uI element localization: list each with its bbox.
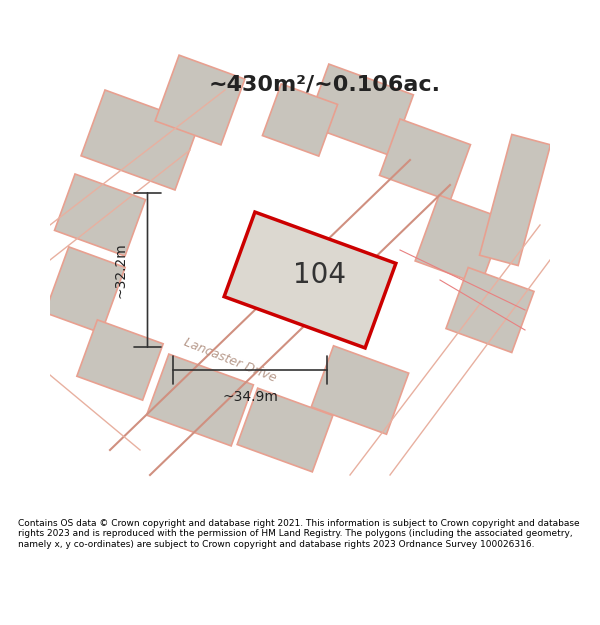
Polygon shape (77, 320, 163, 400)
Text: ~32.2m: ~32.2m (113, 242, 127, 298)
Polygon shape (45, 247, 125, 333)
Polygon shape (155, 55, 245, 145)
Polygon shape (446, 268, 534, 352)
Polygon shape (224, 212, 396, 348)
Polygon shape (307, 64, 413, 156)
Polygon shape (237, 388, 333, 472)
Polygon shape (262, 84, 338, 156)
Text: 104: 104 (293, 261, 347, 289)
Polygon shape (311, 346, 409, 434)
Polygon shape (479, 134, 550, 266)
Polygon shape (380, 119, 470, 201)
Polygon shape (55, 174, 145, 256)
Text: ~430m²/~0.106ac.: ~430m²/~0.106ac. (209, 75, 441, 95)
Polygon shape (81, 90, 199, 190)
Text: Contains OS data © Crown copyright and database right 2021. This information is : Contains OS data © Crown copyright and d… (18, 519, 580, 549)
Text: ~34.9m: ~34.9m (222, 390, 278, 404)
Text: Lancaster Drive: Lancaster Drive (182, 336, 278, 384)
Polygon shape (146, 354, 253, 446)
Polygon shape (415, 195, 505, 285)
